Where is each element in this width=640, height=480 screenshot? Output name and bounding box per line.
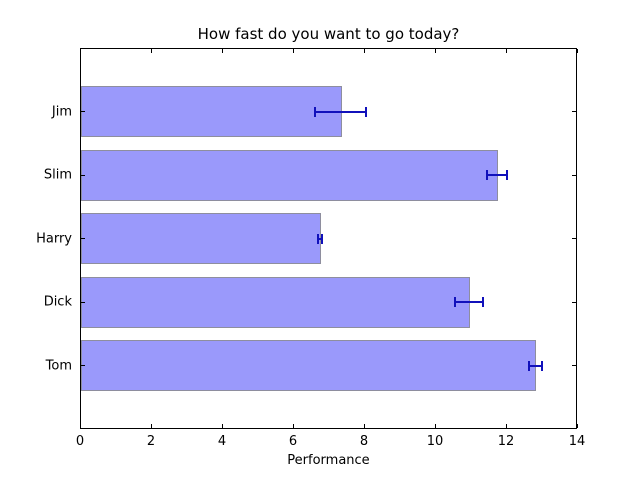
y-tick [572, 365, 576, 366]
error-bar [318, 238, 322, 240]
y-tick [572, 238, 576, 239]
x-tick [506, 49, 507, 53]
x-tick [435, 424, 436, 428]
error-bar-cap [314, 107, 316, 117]
y-tick [81, 175, 85, 176]
chart-title: How fast do you want to go today? [197, 25, 460, 43]
x-tick-label: 12 [497, 434, 515, 449]
error-bar-cap [482, 297, 484, 307]
x-tick [222, 49, 223, 53]
x-tick-label: 0 [75, 434, 85, 449]
x-tick [364, 49, 365, 53]
error-bar-cap [317, 234, 319, 244]
bar [81, 277, 470, 328]
x-tick [222, 424, 223, 428]
error-bar-cap [321, 234, 323, 244]
x-tick-label: 2 [146, 434, 156, 449]
y-tick [81, 238, 85, 239]
bar [81, 213, 321, 264]
error-bar-cap [454, 297, 456, 307]
error-bar [315, 111, 366, 113]
bar [81, 150, 498, 201]
x-tick-label: 4 [217, 434, 227, 449]
x-axis-label: Performance [287, 453, 370, 468]
x-tick [293, 49, 294, 53]
x-tick-label: 8 [359, 434, 369, 449]
y-tick-label: Harry [36, 231, 72, 246]
error-bar [487, 174, 507, 176]
y-tick [572, 111, 576, 112]
x-tick [577, 49, 578, 53]
error-bar-cap [541, 361, 543, 371]
x-tick [506, 424, 507, 428]
y-tick-label: Tom [45, 358, 72, 373]
x-tick-label: 6 [288, 434, 298, 449]
bar [81, 340, 536, 391]
x-tick [293, 424, 294, 428]
x-tick-label: 14 [568, 434, 586, 449]
bar [81, 86, 342, 137]
x-tick [364, 424, 365, 428]
error-bar-cap [365, 107, 367, 117]
x-tick-label: 10 [426, 434, 444, 449]
x-tick [435, 49, 436, 53]
y-tick [81, 302, 85, 303]
error-bar-cap [528, 361, 530, 371]
error-bar [455, 301, 483, 303]
y-tick [572, 302, 576, 303]
x-tick [80, 424, 81, 428]
y-tick-label: Jim [51, 104, 72, 119]
x-tick [151, 49, 152, 53]
error-bar [529, 365, 542, 367]
y-tick-label: Dick [43, 294, 72, 310]
y-tick [572, 175, 576, 176]
error-bar-cap [506, 170, 508, 180]
error-bar-cap [486, 170, 488, 180]
x-tick [80, 49, 81, 53]
x-tick [577, 424, 578, 428]
x-tick [151, 424, 152, 428]
y-tick-label: Slim [43, 167, 72, 183]
y-tick [81, 111, 85, 112]
y-tick [81, 365, 85, 366]
